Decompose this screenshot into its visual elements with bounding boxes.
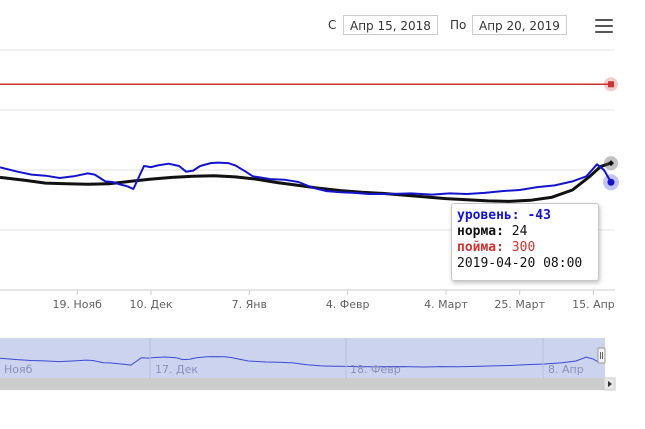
series-level-line <box>0 161 612 196</box>
range-from-label: С <box>328 18 337 32</box>
x-tick-label: 10. Дек <box>129 298 172 311</box>
scroll-right-arrow-icon <box>608 381 612 387</box>
range-to-label: По <box>450 18 467 32</box>
level-marker <box>607 178 615 186</box>
x-tick-label: 4. Март <box>424 298 468 311</box>
x-tick-label: 19. Нояб <box>53 298 103 311</box>
x-tick-label: 25. Март <box>494 298 545 311</box>
grid <box>0 49 615 291</box>
navigator-tick-label: 17. Дек <box>155 363 198 376</box>
flood-marker <box>608 81 614 88</box>
tooltip-norm-label: норма: <box>457 224 504 239</box>
navigator-tick-label: 8. Апр <box>548 363 584 376</box>
navigator: Нояб 17. Дек 18. Февр 8. Апр <box>0 338 616 391</box>
x-tick-label: 15. Апр <box>572 298 615 311</box>
range-to-input[interactable]: Апр 20, 2019 <box>472 15 567 35</box>
series-norm-line <box>0 161 612 203</box>
navigator-selection <box>0 338 605 378</box>
range-from-input[interactable]: Апр 15, 2018 <box>343 15 438 35</box>
plot-area <box>0 77 619 203</box>
x-tick-label: 4. Февр <box>326 298 370 311</box>
norm-marker <box>608 160 614 167</box>
navigator-handle-right[interactable] <box>597 347 606 364</box>
tooltip-level-label: уровень: <box>457 208 520 223</box>
navigator-series-line <box>0 356 601 368</box>
tooltip-flood-label: пойма: <box>457 240 504 255</box>
tooltip-norm-value: 24 <box>511 224 528 239</box>
tooltip-level-value: -43 <box>527 208 551 223</box>
tooltip: уровень: -43 норма: 24 пойма: 300 2019-0… <box>451 203 599 281</box>
tooltip-time: 2019-04-20 08:00 <box>457 256 583 271</box>
hamburger-menu-icon[interactable] <box>595 19 613 33</box>
x-tick-label: 7. Янв <box>232 298 267 311</box>
navigator-scrollbar[interactable] <box>0 378 604 390</box>
navigator-tick-label: 18. Февр <box>350 363 401 376</box>
x-axis-ticks: 19. Нояб 10. Дек 7. Янв 4. Февр 4. Март 25. М… <box>53 290 615 311</box>
tooltip-flood-value: 300 <box>511 240 536 255</box>
navigator-tick-label: Нояб <box>4 363 33 376</box>
